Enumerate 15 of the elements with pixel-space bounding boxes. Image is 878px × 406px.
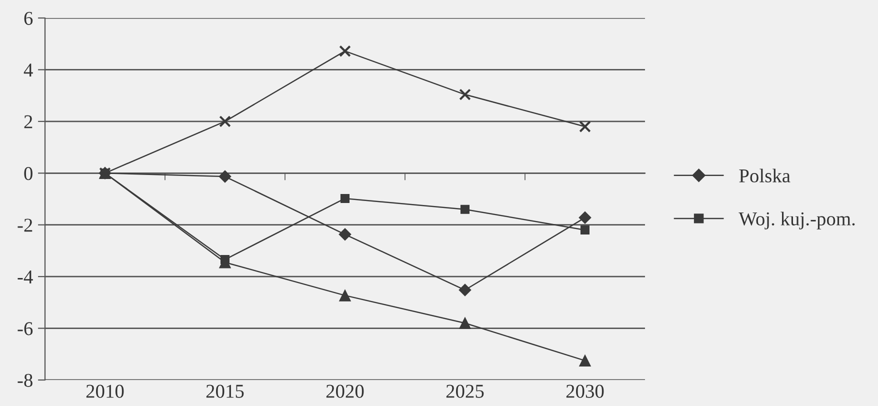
y-tick-label: 2	[24, 115, 32, 128]
y-tick-label: 6	[24, 12, 33, 25]
x-tick-label: 2020	[326, 384, 364, 398]
x-tick-label: 2010	[86, 384, 124, 398]
y-tick-label: -8	[18, 374, 32, 387]
x-tick-label: 2030	[566, 384, 604, 398]
legend-label: Polska	[739, 168, 790, 182]
y-tick-label: -4	[18, 270, 33, 284]
x-tick-label: 2015	[206, 384, 244, 398]
y-tick-label: -6	[18, 322, 33, 336]
y-tick-label: -2	[18, 218, 32, 232]
y-tick-label: 0	[24, 166, 32, 180]
y-tick-label: 4	[24, 64, 33, 76]
legend-label: Woj. kuj.-pom.	[738, 212, 855, 230]
x-tick-label: 2025	[446, 384, 484, 398]
